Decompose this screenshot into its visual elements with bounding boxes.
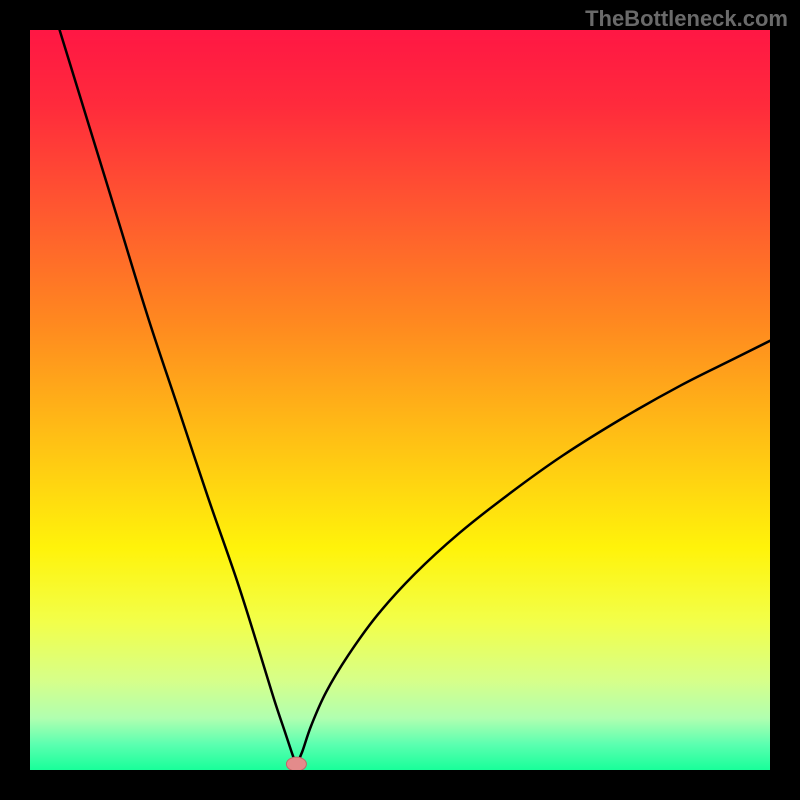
- gradient-background: [30, 30, 770, 770]
- plot-area: [30, 30, 770, 770]
- bottleneck-chart: [30, 30, 770, 770]
- watermark-text: TheBottleneck.com: [585, 6, 788, 32]
- min-marker: [286, 757, 306, 770]
